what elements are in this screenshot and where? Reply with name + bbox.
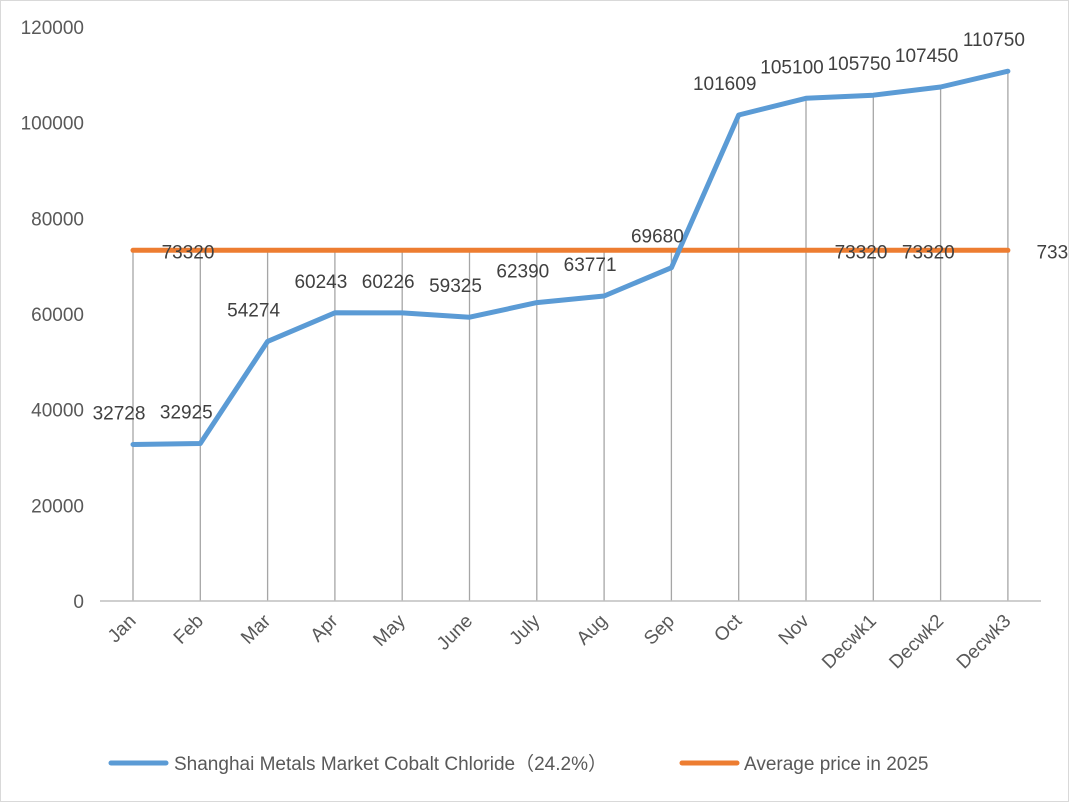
data-label-average-jan: 73320 (162, 242, 215, 263)
data-label-cobalt-june: 59325 (429, 276, 482, 297)
x-tick-label-aug: Aug (573, 611, 612, 650)
y-axis-ticks: 0 20000 40000 60000 80000 100000 120000 (21, 18, 84, 613)
y-tick-label: 0 (73, 592, 84, 613)
data-label-cobalt-decwk1: 105750 (828, 54, 891, 75)
legend-label-cobalt-chloride: Shanghai Metals Market Cobalt Chloride（2… (174, 753, 607, 775)
x-tick-label-nov: Nov (775, 610, 814, 649)
y-tick-label: 80000 (31, 209, 84, 230)
data-label-cobalt-feb: 32925 (160, 403, 213, 424)
x-tick-label-decwk3: Decwk3 (953, 611, 1016, 674)
legend-label-average-price: Average price in 2025 (744, 754, 929, 775)
x-tick-label-may: May (369, 610, 410, 651)
y-tick-label: 20000 (31, 496, 84, 517)
x-axis-ticks: Jan Feb Mar Apr May June July Aug Sep Oct Nov Decwk… (104, 610, 1015, 673)
data-label-cobalt-apr: 60243 (294, 272, 347, 293)
data-label-cobalt-july: 62390 (496, 262, 549, 283)
x-tick-label-feb: Feb (170, 611, 208, 649)
x-tick-label-sep: Sep (640, 611, 679, 650)
y-tick-label: 60000 (31, 305, 84, 326)
series-line-cobalt-chloride (130, 68, 1011, 447)
y-tick-label: 100000 (21, 114, 84, 135)
x-tick-label-oct: Oct (710, 610, 746, 646)
x-tick-label-decwk2: Decwk2 (886, 611, 949, 674)
data-label-cobalt-aug: 63771 (564, 255, 617, 276)
data-label-cobalt-may: 60226 (362, 272, 415, 293)
x-tick-label-july: July (506, 610, 545, 649)
data-label-cobalt-jan: 32728 (93, 403, 146, 424)
legend: Shanghai Metals Market Cobalt Chloride（2… (108, 753, 929, 775)
x-tick-label-apr: Apr (307, 610, 343, 646)
x-tick-label-june: June (433, 611, 477, 655)
x-tick-label-decwk1: Decwk1 (818, 611, 881, 674)
data-labels: 32728 32925 54274 60243 60226 59325 62390 63771… (93, 30, 1069, 424)
x-tick-label-jan: Jan (104, 611, 141, 648)
drop-lines (132, 71, 1009, 601)
data-label-cobalt-nov: 105100 (760, 57, 823, 78)
data-label-average-decwk1: 73320 (902, 242, 955, 263)
data-label-average-nov: 73320 (835, 242, 888, 263)
y-tick-label: 120000 (21, 18, 84, 39)
data-label-average-decwk3: 73320 (1036, 242, 1069, 263)
data-label-cobalt-sep: 69680 (631, 227, 684, 248)
data-label-cobalt-oct: 101609 (693, 74, 756, 95)
data-label-cobalt-decwk3: 110750 (963, 30, 1025, 51)
data-label-cobalt-decwk2: 107450 (895, 46, 958, 67)
series-lines (130, 68, 1011, 447)
data-label-cobalt-mar: 54274 (227, 300, 280, 321)
x-tick-label-mar: Mar (237, 610, 275, 648)
y-tick-label: 40000 (31, 401, 84, 422)
